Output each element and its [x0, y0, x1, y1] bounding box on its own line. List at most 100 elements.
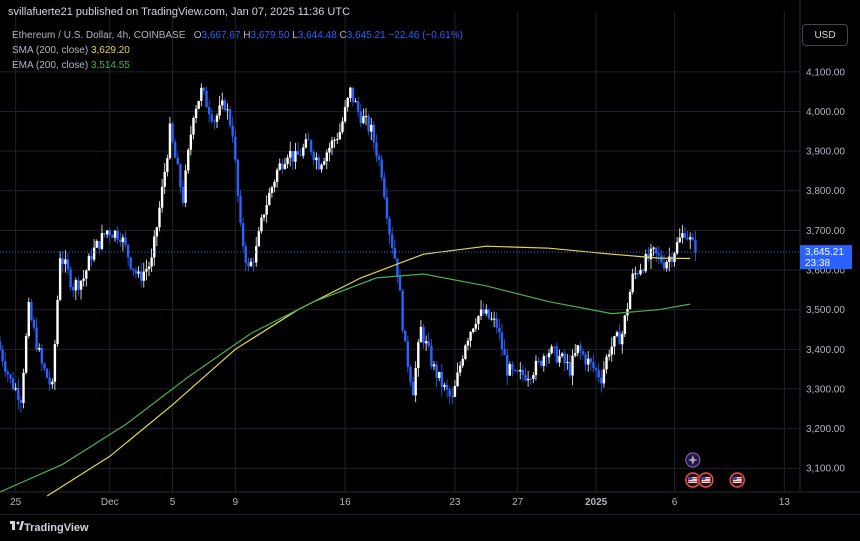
- candle-body: [19, 400, 23, 403]
- candle-body: [325, 152, 328, 162]
- candle: [359, 103, 362, 128]
- candle: [249, 257, 253, 268]
- footer-bar: TradingView: [0, 514, 860, 541]
- candle-body: [72, 287, 75, 291]
- candle: [694, 231, 697, 262]
- candle-body: [333, 139, 336, 141]
- candle-body: [385, 197, 389, 219]
- candle-body: [354, 101, 357, 103]
- candle-body: [681, 233, 684, 238]
- event-star-icon[interactable]: [685, 452, 701, 468]
- brand-text: TradingView: [24, 522, 89, 534]
- candle-body: [432, 364, 436, 367]
- event-flag-icon[interactable]: [698, 472, 714, 488]
- currency-button[interactable]: USD: [802, 24, 848, 46]
- candle: [241, 217, 245, 252]
- candle: [51, 378, 54, 389]
- candle: [346, 96, 349, 112]
- candle: [1, 345, 4, 367]
- candle: [121, 234, 125, 252]
- candle-body: [103, 233, 106, 235]
- candle-body: [296, 151, 300, 155]
- candle-body: [171, 123, 174, 142]
- candle: [255, 237, 258, 267]
- candle-body: [173, 141, 177, 158]
- candle: [354, 98, 357, 103]
- time-tick-label: 27: [512, 497, 524, 508]
- event-flag-icon[interactable]: [685, 472, 701, 488]
- candle: [581, 348, 585, 357]
- candle-body: [134, 270, 138, 274]
- candle: [74, 277, 78, 300]
- candle-body: [356, 101, 360, 112]
- candle: [45, 367, 49, 379]
- candle-body: [126, 244, 130, 258]
- candle-body: [498, 327, 501, 333]
- candle-body: [414, 368, 417, 396]
- candle-body: [555, 346, 559, 363]
- candle: [634, 266, 637, 280]
- candle: [325, 149, 328, 170]
- candle: [451, 387, 454, 405]
- candle-body: [605, 356, 608, 370]
- candle: [116, 226, 119, 244]
- candle: [296, 142, 300, 155]
- candle: [424, 335, 428, 351]
- candle-body: [43, 363, 46, 369]
- price-tick-label: 3,300.00: [806, 384, 845, 395]
- candle-body: [581, 351, 585, 355]
- candle-body: [218, 105, 221, 116]
- candle-body: [137, 271, 140, 274]
- candle: [683, 227, 687, 240]
- event-flag-icon[interactable]: [729, 472, 745, 488]
- candle-body: [404, 330, 407, 342]
- candle-body: [184, 170, 187, 203]
- candle-body: [393, 247, 396, 259]
- tradingview-logo[interactable]: TradingView: [10, 521, 89, 534]
- candle: [223, 98, 227, 112]
- candle: [545, 353, 548, 367]
- candle-body: [641, 269, 645, 272]
- candle-body: [317, 157, 321, 170]
- legend-ema-row[interactable]: EMA (200, close) 3,514.55: [12, 58, 463, 73]
- candle: [594, 366, 598, 379]
- candle-body: [440, 371, 444, 387]
- candle: [153, 230, 156, 266]
- candle: [445, 379, 449, 398]
- candle: [129, 256, 132, 271]
- candle-body: [119, 239, 122, 243]
- candle: [657, 246, 661, 265]
- candle: [393, 239, 396, 260]
- candle: [9, 373, 12, 384]
- candle-body: [652, 247, 655, 249]
- legend-sma-row[interactable]: SMA (200, close) 3,629.20: [12, 43, 463, 58]
- price-tick-label: 3,100.00: [806, 464, 845, 475]
- candle-body: [458, 365, 462, 373]
- candle: [328, 142, 331, 162]
- candle: [322, 157, 326, 166]
- candle: [132, 268, 135, 277]
- candle: [309, 139, 313, 156]
- candle-body: [479, 309, 483, 317]
- candle-body: [558, 355, 561, 363]
- symbol-name[interactable]: Ethereum / U.S. Dollar, 4h, COINBASE: [12, 30, 186, 41]
- candle: [516, 369, 519, 373]
- candle-body: [401, 290, 404, 331]
- candle: [333, 137, 336, 149]
- ohlc-low-value: 3,644.48: [297, 30, 337, 41]
- candle-body: [95, 240, 98, 248]
- candle: [176, 152, 179, 165]
- candle: [641, 267, 645, 274]
- candle-body: [90, 255, 93, 260]
- candle-body: [328, 147, 331, 153]
- candle-body: [228, 109, 232, 126]
- candle: [438, 371, 441, 382]
- candle: [691, 232, 695, 241]
- candle: [105, 229, 109, 238]
- candle: [87, 253, 91, 271]
- candle: [377, 152, 381, 166]
- candle-body: [398, 275, 402, 291]
- candle: [409, 364, 412, 387]
- price-tick-label: 3,700.00: [806, 226, 845, 237]
